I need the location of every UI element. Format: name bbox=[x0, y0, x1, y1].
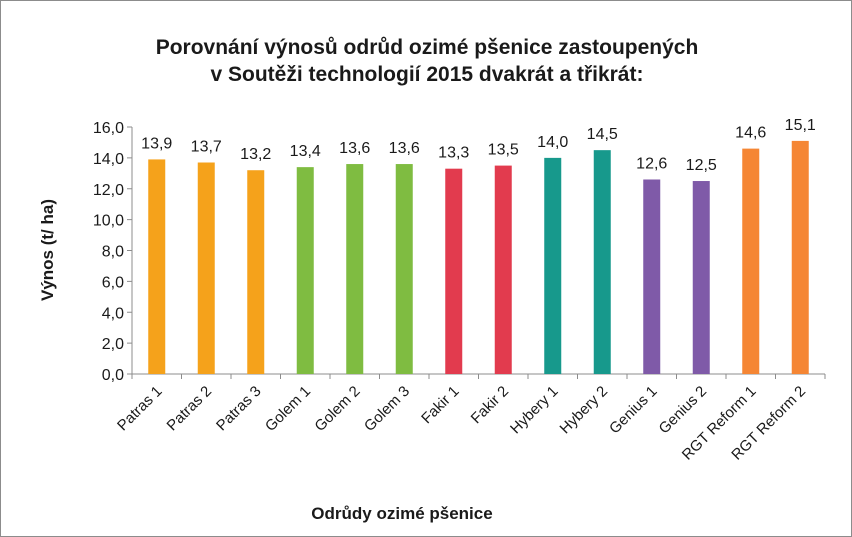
data-label: 12,6 bbox=[636, 155, 667, 172]
bar bbox=[445, 168, 463, 374]
bar bbox=[742, 148, 760, 374]
bar bbox=[643, 179, 661, 374]
bar bbox=[148, 159, 166, 374]
bars bbox=[148, 140, 809, 374]
data-label: 13,9 bbox=[141, 135, 172, 152]
bar bbox=[692, 181, 710, 374]
data-label: 13,4 bbox=[290, 143, 321, 160]
data-label: 15,1 bbox=[785, 117, 816, 134]
data-label: 14,5 bbox=[587, 126, 618, 143]
data-label: 13,7 bbox=[191, 139, 222, 156]
chart-title-line-1: Porovnání výnosů odrůd ozimé pšenice zas… bbox=[155, 36, 699, 59]
x-tick-label: Patras 3 bbox=[213, 383, 265, 435]
data-label: 14,6 bbox=[735, 125, 766, 142]
x-tick-label: Hybery 2 bbox=[557, 383, 611, 437]
y-tick-label: 16,0 bbox=[93, 120, 124, 137]
x-tick-label: Golem 2 bbox=[311, 383, 363, 435]
y-tick-label: 0,0 bbox=[102, 367, 124, 384]
data-label: 13,3 bbox=[438, 145, 469, 162]
y-tick-label: 10,0 bbox=[93, 213, 124, 230]
bar bbox=[544, 157, 562, 374]
x-tick-label: Fakir 1 bbox=[418, 383, 462, 427]
y-tick-label: 12,0 bbox=[93, 182, 124, 199]
bar bbox=[296, 167, 314, 374]
y-axis-title: Výnos (t/ ha) bbox=[38, 199, 57, 301]
bar bbox=[197, 162, 215, 374]
y-tick-label: 8,0 bbox=[102, 244, 124, 261]
y-tick-label: 2,0 bbox=[102, 336, 124, 353]
x-tick-label: Golem 1 bbox=[262, 383, 314, 435]
x-tick-label: Fakir 2 bbox=[468, 383, 512, 427]
bar bbox=[494, 165, 512, 374]
x-tick-label: Patras 1 bbox=[114, 383, 166, 435]
data-label: 13,6 bbox=[339, 140, 370, 157]
data-label: 13,5 bbox=[488, 142, 519, 159]
y-tick-label: 6,0 bbox=[102, 274, 124, 291]
data-label: 14,0 bbox=[537, 134, 568, 151]
bar bbox=[791, 140, 809, 374]
data-label: 13,6 bbox=[389, 140, 420, 157]
data-labels: 13,9 13,7 13,2 13,4 13,6 13,6 13,3 13,5 14,0 14,5… bbox=[141, 117, 816, 174]
bar bbox=[247, 170, 265, 374]
chart-title: Porovnání výnosů odrůd ozimé pšenice zas… bbox=[1, 34, 851, 88]
bar bbox=[593, 150, 611, 374]
data-label: 13,2 bbox=[240, 146, 271, 163]
x-tick-label: Genius 1 bbox=[606, 383, 660, 437]
data-label: 12,5 bbox=[686, 157, 717, 174]
x-tick-label: Patras 2 bbox=[164, 383, 216, 435]
bar bbox=[395, 164, 413, 374]
chart-title-line-2: v Soutěži technologií 2015 dvakrát a tři… bbox=[210, 63, 644, 86]
y-tick-label: 14,0 bbox=[93, 151, 124, 168]
bar bbox=[346, 164, 364, 374]
x-tick-label: Hybery 1 bbox=[507, 383, 561, 437]
x-axis-title: Odrůdy ozimé pšenice bbox=[311, 504, 492, 523]
y-tick-label: 4,0 bbox=[102, 305, 124, 322]
x-tick-label: Golem 3 bbox=[361, 383, 413, 435]
